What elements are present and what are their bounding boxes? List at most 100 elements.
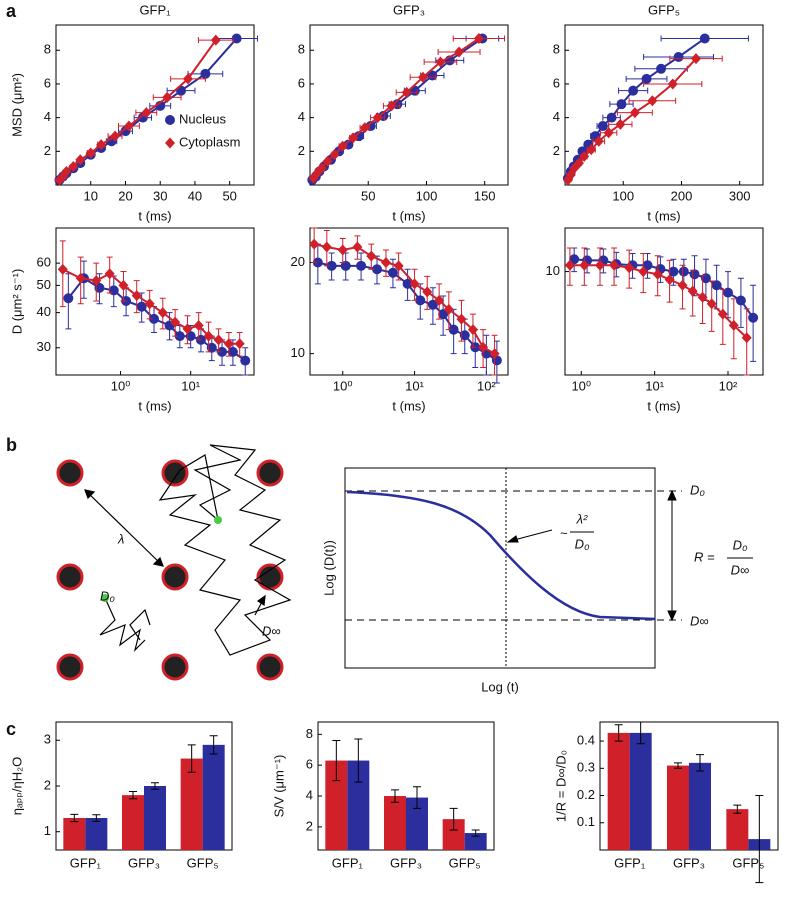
marker	[136, 301, 147, 312]
marker	[638, 266, 649, 278]
level-label: D∞	[690, 613, 709, 628]
chart-title: GFP₃	[393, 2, 425, 17]
marker	[217, 346, 228, 357]
marker	[417, 71, 428, 83]
error-bar	[471, 829, 480, 837]
marker	[728, 319, 739, 331]
marker	[402, 278, 413, 289]
error-bar	[636, 721, 645, 745]
error-bar	[733, 804, 742, 814]
marker	[91, 275, 102, 287]
y-tick-label: 2	[306, 818, 313, 833]
legend-marker	[165, 115, 175, 125]
marker	[104, 268, 115, 280]
marker	[329, 149, 340, 161]
marker	[677, 279, 688, 291]
y-tick-label: 2	[553, 143, 560, 158]
marker	[597, 121, 608, 132]
marker	[348, 132, 359, 144]
bar	[85, 818, 108, 850]
marker	[149, 313, 160, 324]
marker	[144, 298, 155, 310]
marker	[309, 238, 320, 250]
error-bar	[70, 813, 79, 823]
error-bar	[209, 735, 218, 755]
marker	[606, 112, 617, 123]
crossover-num: λ²	[576, 511, 588, 526]
error-bar	[413, 786, 421, 809]
marker	[322, 155, 333, 167]
y-tick-label: 40	[37, 304, 51, 319]
marker	[409, 278, 420, 290]
error-bar	[674, 762, 682, 769]
x-tick-label: GFP₁	[70, 855, 102, 870]
y-axis-label: S/V (μm⁻¹)	[271, 755, 286, 818]
marker	[586, 144, 597, 156]
plot-frame	[309, 24, 509, 186]
legend-marker	[165, 137, 175, 149]
error-bar	[354, 738, 363, 783]
x-tick-label: 10²	[477, 378, 496, 393]
y-axis-label: MSD (μm²)	[9, 73, 24, 137]
marker	[691, 53, 702, 65]
marker	[162, 91, 173, 103]
marker	[366, 250, 377, 262]
x-tick-label: 150	[474, 188, 496, 203]
x-tick-label: 200	[671, 188, 693, 203]
dinf-label: D∞	[262, 623, 281, 638]
marker	[641, 73, 652, 84]
marker	[435, 56, 446, 68]
marker	[108, 285, 119, 296]
marker	[609, 259, 620, 271]
bar	[63, 818, 86, 850]
y-tick-label: 6	[44, 75, 51, 90]
marker	[337, 140, 348, 152]
x-tick-label: 40	[188, 188, 202, 203]
marker	[664, 274, 675, 286]
marker	[85, 147, 96, 159]
y-tick-label: 4	[298, 109, 305, 124]
marker	[642, 260, 653, 271]
bar	[202, 744, 225, 850]
marker	[372, 264, 383, 275]
x-tick-label: GFP₁	[332, 855, 364, 870]
lambda-label: λ	[117, 531, 124, 546]
error-bar	[151, 782, 159, 790]
axis-label: Log (t)	[481, 679, 519, 694]
marker	[387, 267, 398, 278]
error-bar	[187, 744, 196, 773]
chart-title: GFP₅	[648, 2, 680, 17]
y-tick-label: 4	[306, 787, 313, 802]
ratio-num: D₀	[733, 537, 748, 552]
marker	[595, 259, 606, 271]
x-tick-label: 10¹	[645, 378, 664, 393]
marker	[478, 341, 489, 353]
bar	[384, 796, 406, 850]
marker	[193, 319, 204, 331]
schematic-plot	[344, 467, 753, 669]
level-label: D₀	[690, 482, 705, 497]
y-tick-label: 8	[553, 42, 560, 57]
marker	[63, 293, 74, 304]
x-tick-label: 10	[84, 188, 98, 203]
marker	[615, 118, 626, 130]
x-tick-label: GFP₅	[449, 855, 481, 870]
marker	[579, 259, 590, 271]
x-tick-label: 10⁰	[111, 378, 131, 393]
marker	[200, 68, 211, 79]
error-bar	[129, 790, 137, 800]
marker	[174, 331, 185, 342]
marker	[687, 285, 698, 297]
x-axis-label: t (ms)	[647, 398, 680, 413]
marker	[68, 160, 79, 172]
marker	[227, 346, 238, 357]
marker	[722, 287, 733, 298]
ratio-label: R =	[694, 549, 715, 564]
marker	[473, 32, 484, 44]
bar	[442, 819, 465, 850]
x-tick-label: 100	[416, 188, 438, 203]
marker	[624, 262, 635, 274]
fit-line	[567, 58, 697, 181]
y-tick-label: 1	[44, 823, 51, 838]
